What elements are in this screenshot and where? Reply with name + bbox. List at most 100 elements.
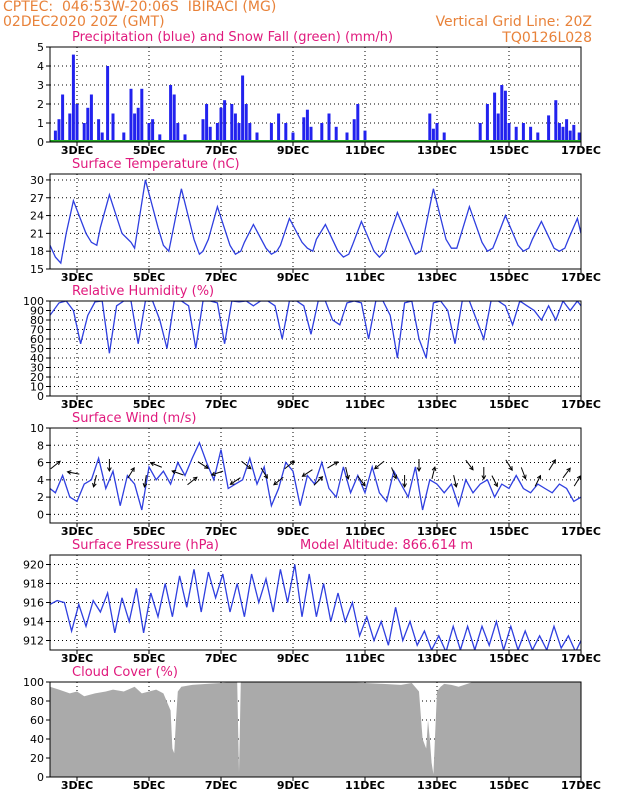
y-tick-label: 60 xyxy=(30,714,44,727)
x-tick-label: 15DEC xyxy=(489,271,529,284)
precip-bar xyxy=(305,109,309,142)
precip-bar xyxy=(241,75,245,142)
x-tick-label: 17DEC xyxy=(561,144,601,157)
x-tick-label: 5DEC xyxy=(133,525,165,538)
precip-bar xyxy=(205,104,209,142)
wind-vector-head xyxy=(171,469,177,475)
precip-bar xyxy=(133,113,137,142)
panel-title: Surface Pressure (hPa) xyxy=(72,538,219,553)
wind-vector-head xyxy=(566,467,571,473)
wind-vector xyxy=(520,467,526,479)
x-tick-label: 11DEC xyxy=(345,271,385,284)
x-tick-label: 7DEC xyxy=(205,652,237,665)
y-tick-label: 90 xyxy=(30,305,44,318)
y-tick-label: 20 xyxy=(30,371,44,384)
precip-bar xyxy=(568,130,572,142)
y-tick-label: 10 xyxy=(30,381,44,394)
precip-bar xyxy=(363,130,367,142)
y-tick-label: 10 xyxy=(30,422,44,435)
precip-bar xyxy=(100,132,104,142)
wind-vector xyxy=(357,475,366,487)
wind-vector-head xyxy=(373,464,379,470)
y-tick-label: 30 xyxy=(30,174,44,187)
x-tick-label: 13DEC xyxy=(417,652,457,665)
y-tick-label: 914 xyxy=(23,616,44,629)
y-tick-label: 15 xyxy=(30,263,44,276)
cloud-cover-area xyxy=(50,682,581,777)
precip-bar xyxy=(442,132,446,142)
plot-frame xyxy=(49,554,582,651)
header-grid-note: Vertical Grid Line: 20Z xyxy=(435,14,592,30)
wind-vector-head xyxy=(263,474,268,479)
precip-bar xyxy=(176,123,180,142)
precip-bar xyxy=(352,119,356,142)
x-tick-label: 13DEC xyxy=(417,779,457,792)
x-tick-label: 17DEC xyxy=(561,271,601,284)
precip-bar xyxy=(345,132,349,142)
precip-bar xyxy=(151,119,155,142)
y-tick-label: 4 xyxy=(37,474,44,487)
x-tick-label: 13DEC xyxy=(417,144,457,157)
precip-bar xyxy=(158,134,162,142)
y-tick-label: 5 xyxy=(37,41,44,54)
x-tick-label: 17DEC xyxy=(561,652,601,665)
panel-title: Cloud Cover (%) xyxy=(72,665,178,680)
precip-bar xyxy=(536,132,540,142)
wind-vector-head xyxy=(130,467,135,472)
y-tick-label: 912 xyxy=(23,635,44,648)
wind-vector xyxy=(93,475,97,487)
precip-bar xyxy=(572,124,576,142)
y-tick-label: 100 xyxy=(23,295,44,308)
y-tick-label: 6 xyxy=(37,457,44,470)
precip-bar xyxy=(215,123,219,142)
wind-vector-head xyxy=(431,466,437,472)
precip-bar xyxy=(172,94,176,142)
x-tick-label: 9DEC xyxy=(277,271,309,284)
wind-vector xyxy=(171,470,184,476)
precip-bar xyxy=(248,123,252,142)
precip-bar xyxy=(71,54,75,142)
y-tick-label: 3 xyxy=(37,79,44,92)
x-tick-label: 7DEC xyxy=(205,271,237,284)
plot-frame xyxy=(49,173,582,270)
y-tick-label: 920 xyxy=(23,559,44,572)
y-tick-label: 2 xyxy=(37,491,44,504)
precip-bar xyxy=(493,92,497,142)
precip-bar xyxy=(291,132,295,142)
precip-bar xyxy=(136,107,140,142)
precip-bar xyxy=(219,107,223,142)
x-tick-label: 7DEC xyxy=(205,525,237,538)
x-tick-label: 11DEC xyxy=(345,652,385,665)
wind-vector xyxy=(67,471,80,475)
x-tick-label: 5DEC xyxy=(133,271,165,284)
y-tick-label: 1 xyxy=(37,117,44,130)
wind-vector xyxy=(127,467,135,479)
precip-bar xyxy=(309,126,313,142)
precip-bar xyxy=(334,126,338,142)
wind-vector xyxy=(197,461,209,469)
wind-vector-head xyxy=(107,467,112,473)
y-tick-label: 30 xyxy=(30,362,44,375)
wind-vector-head xyxy=(481,475,487,481)
precip-bar xyxy=(201,119,205,142)
wind-vector-head xyxy=(229,480,235,485)
x-tick-label: 15DEC xyxy=(489,144,529,157)
wind-vector xyxy=(505,459,513,471)
header-model-id: TQ0126L028 xyxy=(502,30,592,46)
y-tick-label: 20 xyxy=(30,752,44,765)
header-datetime: 02DEC2020 20Z (GMT) xyxy=(3,14,165,30)
precip-bar xyxy=(503,90,507,142)
wind-vector-head xyxy=(290,460,295,466)
precip-bar xyxy=(557,123,561,142)
precip-bar xyxy=(435,123,439,142)
x-tick-label: 13DEC xyxy=(417,525,457,538)
wind-vector xyxy=(548,459,556,471)
wind-vector xyxy=(534,475,541,487)
precip-bar xyxy=(327,113,331,142)
wind-vector xyxy=(345,467,349,479)
x-tick-label: 7DEC xyxy=(205,779,237,792)
precip-bar xyxy=(521,123,525,142)
precip-bar xyxy=(86,107,90,142)
precip-bar xyxy=(577,132,581,142)
wind-vector xyxy=(573,475,582,487)
